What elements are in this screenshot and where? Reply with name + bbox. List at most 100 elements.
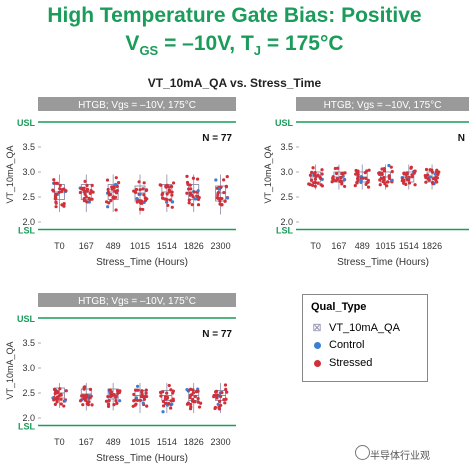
- stressed-point: [132, 399, 136, 403]
- stressed-point: [170, 193, 174, 197]
- stressed-point: [138, 398, 143, 402]
- stressed-point: [139, 199, 144, 203]
- page-title-line2: VGS = –10V, TJ = 175°C: [0, 32, 469, 58]
- stressed-point: [225, 175, 229, 179]
- stressed-point: [215, 196, 219, 200]
- stressed-point: [308, 173, 313, 177]
- stressed-point: [213, 406, 217, 411]
- legend-item-stressed: Stressed: [311, 357, 372, 371]
- stressed-point: [58, 187, 62, 191]
- stressed-point: [311, 166, 315, 170]
- stressed-point: [167, 188, 171, 192]
- watermark: 半导体行业观: [370, 451, 430, 462]
- x-tick-label: 1015: [130, 437, 150, 447]
- stressed-point: [339, 175, 343, 180]
- stressed-point: [309, 178, 314, 182]
- y-axis-label: VT_10mA_QA: [5, 341, 15, 399]
- stressed-point: [353, 183, 357, 188]
- stressed-point: [90, 403, 94, 407]
- legend-label: VT_10mA_QA: [329, 322, 400, 334]
- stressed-point: [54, 200, 58, 204]
- stressed-point: [91, 190, 95, 194]
- stressed-point: [310, 170, 314, 174]
- x-tick-label: T0: [54, 437, 65, 447]
- stressed-point: [144, 388, 148, 392]
- stressed-point: [190, 399, 195, 403]
- stressed-point: [52, 181, 57, 185]
- stressed-point: [159, 390, 163, 395]
- stressed-point: [88, 197, 92, 201]
- stressed-point: [53, 194, 58, 199]
- stressed-point: [313, 171, 317, 176]
- control-point: [135, 197, 139, 201]
- stressed-point: [222, 178, 226, 182]
- stressed-point: [336, 166, 340, 170]
- y-tick-label: 2.0: [22, 217, 35, 227]
- stressed-point: [193, 394, 197, 399]
- stressed-point: [220, 203, 224, 207]
- title-vgs: V: [125, 32, 140, 55]
- stressed-point: [104, 399, 109, 403]
- stressed-point: [167, 401, 171, 406]
- y-tick-label: 2.0: [280, 217, 293, 227]
- stressed-point: [343, 171, 347, 175]
- stressed-point: [53, 402, 57, 406]
- stressed-point: [58, 183, 62, 188]
- title-tj-rest: = 175°C: [261, 32, 344, 55]
- stressed-point: [62, 404, 66, 408]
- legend-item-control: Control: [311, 339, 364, 353]
- stressed-point: [83, 398, 88, 402]
- stressed-point: [161, 399, 166, 404]
- x-tick-label: 167: [79, 437, 94, 447]
- control-point: [390, 178, 394, 182]
- stressed-point: [163, 397, 167, 401]
- control-point: [359, 178, 363, 182]
- stressed-point: [190, 203, 194, 207]
- stressed-point: [55, 181, 59, 185]
- stressed-point: [430, 170, 435, 174]
- stressed-point: [83, 189, 87, 193]
- stressed-point: [165, 192, 169, 196]
- stressed-point: [104, 200, 109, 204]
- stressed-point: [413, 183, 417, 187]
- stressed-point: [215, 393, 219, 397]
- chart-subtitle: VT_10mA_QA vs. Stress_Time: [147, 76, 322, 90]
- stressed-point: [141, 187, 145, 191]
- stressed-point: [171, 391, 175, 395]
- x-tick-label: 2300: [211, 241, 231, 251]
- control-point: [165, 200, 169, 204]
- stressed-point: [108, 394, 113, 399]
- stressed-point: [59, 397, 63, 401]
- stressed-point: [197, 405, 202, 409]
- stressed-point: [383, 182, 387, 186]
- control-point: [161, 410, 165, 414]
- stressed-point: [223, 199, 227, 203]
- stressed-point: [111, 196, 115, 200]
- x-tick-label: 1826: [184, 437, 204, 447]
- stressed-point: [316, 181, 320, 185]
- stressed-point: [363, 171, 367, 175]
- panel-title: HTGB; Vgs = –10V, 175°C: [78, 296, 196, 307]
- stressed-point: [431, 181, 435, 186]
- stressed-point: [165, 197, 169, 202]
- control-dot-icon: [313, 341, 321, 349]
- stressed-point: [377, 172, 382, 177]
- stressed-point: [192, 190, 196, 194]
- stressed-point: [85, 200, 89, 204]
- stressed-point: [109, 199, 113, 203]
- stressed-point: [364, 176, 368, 181]
- stressed-point: [225, 390, 229, 394]
- stressed-point: [133, 388, 138, 392]
- stressed-point: [333, 166, 337, 171]
- stressed-point: [140, 201, 144, 205]
- x-tick-label: 1015: [375, 241, 395, 251]
- stressed-point: [196, 400, 201, 404]
- stressed-point: [335, 176, 339, 181]
- stressed-point: [161, 404, 166, 408]
- stressed-point: [116, 391, 120, 395]
- stressed-point: [385, 180, 390, 184]
- stressed-point: [196, 203, 201, 207]
- control-point: [135, 384, 140, 388]
- stressed-point: [431, 177, 436, 181]
- stressed-point: [115, 401, 119, 405]
